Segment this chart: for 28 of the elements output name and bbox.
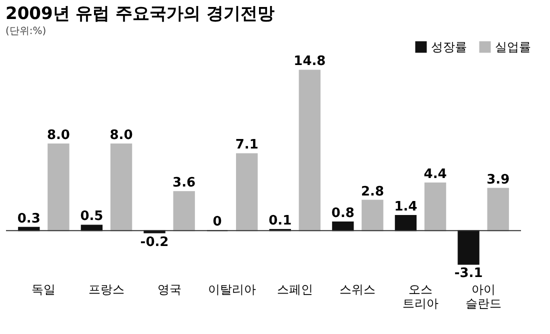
data-label: -0.2 bbox=[140, 234, 169, 250]
data-label: -3.1 bbox=[454, 266, 483, 282]
data-label: 0.8 bbox=[331, 206, 354, 221]
x-tick-label: 이탈리아 bbox=[208, 282, 256, 296]
data-label: 8.0 bbox=[110, 128, 133, 143]
data-label: 0.3 bbox=[17, 211, 40, 226]
chart-subtitle: (단위:%) bbox=[6, 26, 46, 37]
data-label: 14.8 bbox=[294, 54, 326, 70]
data-label: 0 bbox=[212, 214, 222, 230]
x-tick-label: 스위스 bbox=[340, 282, 376, 296]
legend-label: 성장률 bbox=[431, 40, 467, 54]
x-tick-label: 오스 트리아 bbox=[402, 282, 439, 310]
data-label: 2.8 bbox=[360, 184, 384, 200]
x-tick-label: 프랑스 bbox=[88, 282, 124, 296]
x-tick-label: 영국 bbox=[157, 282, 182, 296]
x-tick-label: 독일 bbox=[32, 282, 56, 296]
data-label: 7.1 bbox=[235, 138, 258, 153]
data-label: 0.1 bbox=[268, 214, 292, 229]
x-tick-label: 스페인 bbox=[276, 282, 313, 296]
data-label: 1.4 bbox=[394, 199, 418, 214]
legend-label: 실업률 bbox=[495, 40, 531, 54]
data-label: 8.0 bbox=[46, 128, 70, 143]
chart-title: 2009년 유럽 주요국가의 경기전망 bbox=[6, 4, 275, 24]
data-label: 3.9 bbox=[486, 172, 510, 188]
x-tick-label: 아이 슬란드 bbox=[465, 282, 502, 310]
data-label: 3.6 bbox=[172, 176, 196, 191]
data-label: 0.5 bbox=[80, 209, 104, 224]
data-label: 4.4 bbox=[424, 166, 447, 182]
